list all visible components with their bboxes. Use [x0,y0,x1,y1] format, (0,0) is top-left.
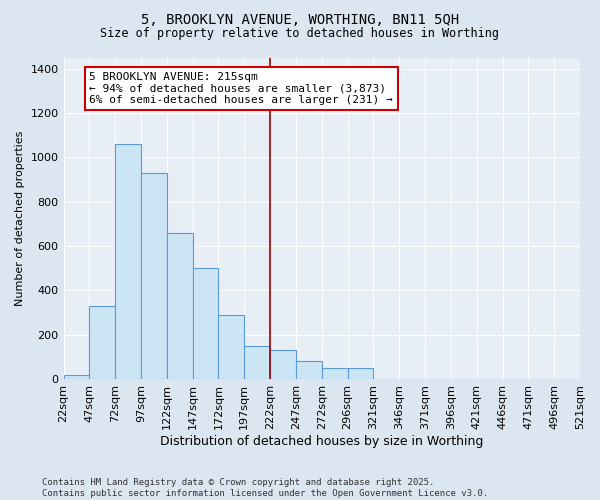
Bar [64,374,89,379]
Bar [141,173,167,379]
Bar [167,232,193,379]
Bar [218,314,244,379]
Text: Contains HM Land Registry data © Crown copyright and database right 2025.
Contai: Contains HM Land Registry data © Crown c… [42,478,488,498]
X-axis label: Distribution of detached houses by size in Worthing: Distribution of detached houses by size … [160,434,484,448]
Text: 5, BROOKLYN AVENUE, WORTHING, BN11 5QH: 5, BROOKLYN AVENUE, WORTHING, BN11 5QH [141,12,459,26]
Bar [193,268,218,379]
Bar [296,361,322,379]
Text: 5 BROOKLYN AVENUE: 215sqm
← 94% of detached houses are smaller (3,873)
6% of sem: 5 BROOKLYN AVENUE: 215sqm ← 94% of detac… [89,72,393,105]
Bar [115,144,141,379]
Text: Size of property relative to detached houses in Worthing: Size of property relative to detached ho… [101,28,499,40]
Bar [89,306,115,379]
Bar [270,350,296,379]
Y-axis label: Number of detached properties: Number of detached properties [15,130,25,306]
Bar [347,368,373,379]
Bar [322,368,347,379]
Bar [244,346,270,379]
